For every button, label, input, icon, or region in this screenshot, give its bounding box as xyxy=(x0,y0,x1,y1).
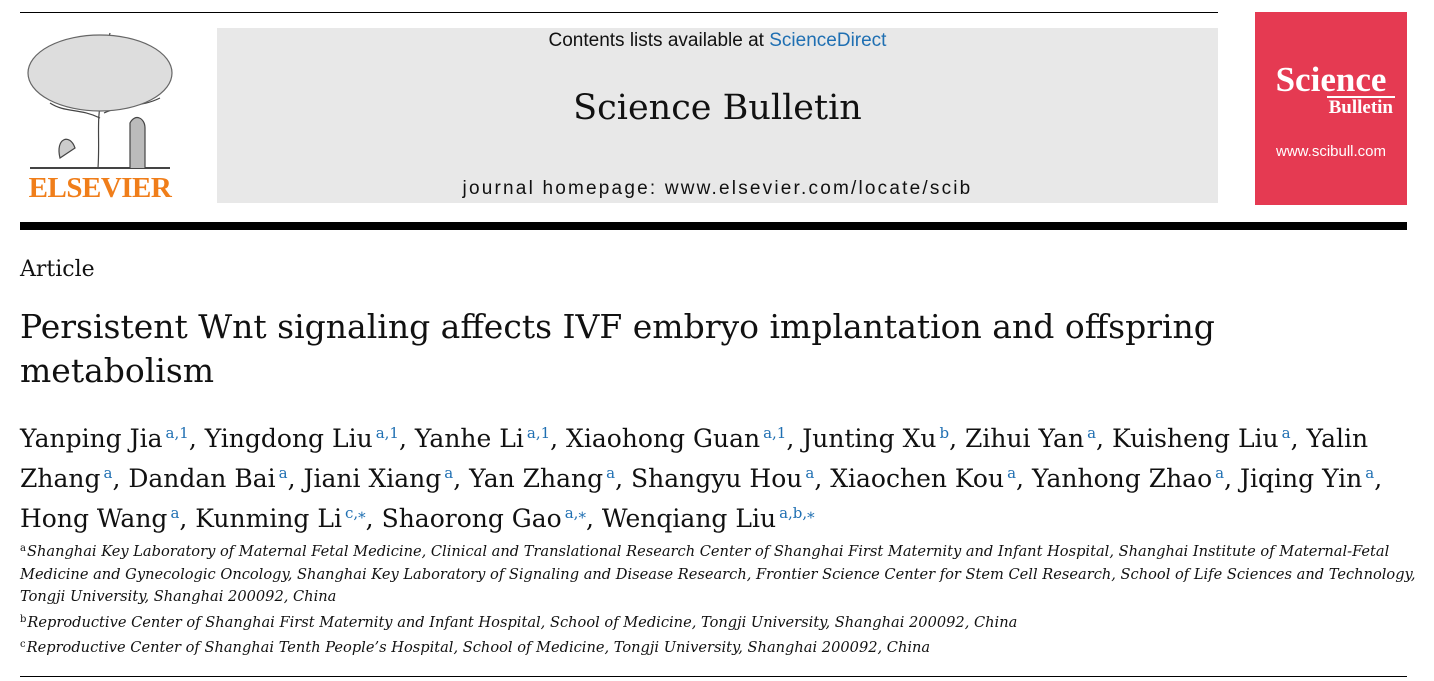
author: Hong Wang a xyxy=(20,504,195,533)
author-name: Dandan Bai xyxy=(128,464,276,493)
author-affiliation[interactable]: a xyxy=(1281,424,1291,442)
affiliation-text: Shanghai Key Laboratory of Maternal Feta… xyxy=(20,543,1416,605)
author-name: Yingdong Liu xyxy=(204,424,373,453)
publisher-logo xyxy=(27,32,173,169)
affiliation: bReproductive Center of Shanghai First M… xyxy=(20,609,1420,635)
author-affiliation[interactable]: a,b,⁎ xyxy=(779,504,815,522)
author-affiliation[interactable]: a,1 xyxy=(526,424,551,442)
author-affiliation[interactable]: a xyxy=(278,464,288,482)
author: Yanping Jia a,1 xyxy=(20,424,205,453)
affiliation: aShanghai Key Laboratory of Maternal Fet… xyxy=(20,538,1420,609)
cover-title: Bulletin xyxy=(1326,96,1395,118)
rule xyxy=(20,676,1407,677)
author-name: Junting Xu xyxy=(802,424,937,453)
author-name: Xiaohong Guan xyxy=(566,424,761,453)
author: Jiani Xiang a xyxy=(303,464,469,493)
author-name: Kunming Li xyxy=(195,504,342,533)
journal-homepage[interactable]: journal homepage: www.elsevier.com/locat… xyxy=(462,178,973,199)
author-name: Kuisheng Liu xyxy=(1111,424,1279,453)
affiliation: cReproductive Center of Shanghai Tenth P… xyxy=(20,634,1420,660)
affiliation-label: c xyxy=(20,639,26,650)
author-name: Wenqiang Liu xyxy=(601,504,777,533)
author-affiliation[interactable]: a xyxy=(444,464,454,482)
author: Yan Zhang a xyxy=(469,464,631,493)
author: Jiqing Yin a xyxy=(1240,464,1382,493)
affiliation-list: aShanghai Key Laboratory of Maternal Fet… xyxy=(20,538,1420,660)
author: Zihui Yan a xyxy=(965,424,1112,453)
author-affiliation[interactable]: a xyxy=(170,504,180,522)
author-affiliation[interactable]: a,1 xyxy=(375,424,399,442)
author-affiliation[interactable]: a,1 xyxy=(165,424,189,442)
affiliation-text: Reproductive Center of Shanghai Tenth Pe… xyxy=(26,639,931,656)
author: Dandan Bai a xyxy=(128,464,303,493)
author-affiliation[interactable]: a xyxy=(1215,464,1225,482)
author-name: Zihui Yan xyxy=(964,424,1085,453)
author: Xiaochen Kou a xyxy=(830,464,1032,493)
author: Yingdong Liu a,1 xyxy=(205,424,415,453)
author: Kuisheng Liu a xyxy=(1112,424,1307,453)
author: Shaorong Gao a,⁎ xyxy=(382,504,602,533)
author-affiliation[interactable]: a xyxy=(606,464,616,482)
author-affiliation[interactable]: a xyxy=(103,464,113,482)
author-affiliation[interactable]: a xyxy=(1365,464,1375,482)
author-name: Yanhe Li xyxy=(414,424,524,453)
journal-cover: Science Bulletin www.scibull.com xyxy=(1255,12,1407,205)
author-name: Jiqing Yin xyxy=(1240,464,1363,493)
author: Junting Xu b xyxy=(802,424,965,453)
author: Yanhong Zhao a xyxy=(1032,464,1240,493)
contents-line: Contents lists available at ScienceDirec… xyxy=(217,30,1218,52)
author-affiliation[interactable]: c,⁎ xyxy=(344,504,366,522)
masthead-box xyxy=(217,28,1218,203)
author-name: Yalin Zhang xyxy=(20,424,1369,493)
author: Wenqiang Liu a,b,⁎ xyxy=(602,504,815,533)
contents-prefix: Contents lists available at xyxy=(548,30,764,51)
author-name: Yan Zhang xyxy=(469,464,604,493)
cover-url[interactable]: www.scibull.com xyxy=(1275,143,1387,160)
affiliation-label: b xyxy=(20,613,27,625)
author-name: Xiaochen Kou xyxy=(830,464,1005,493)
rule xyxy=(20,12,1218,13)
journal-name: Science Bulletin xyxy=(573,88,862,128)
author-affiliation[interactable]: a,⁎ xyxy=(564,504,586,522)
affiliation-label: a xyxy=(20,543,26,554)
author-name: Yanhong Zhao xyxy=(1031,464,1213,493)
author: Yanhe Li a,1 xyxy=(415,424,566,453)
article-title: Persistent Wnt signaling affects IVF emb… xyxy=(20,307,1215,390)
author-affiliation[interactable]: b xyxy=(939,424,950,442)
author-affiliation[interactable]: a,1 xyxy=(763,424,787,442)
author: Shangyu Hou a xyxy=(631,464,830,493)
author: Kunming Li c,⁎ xyxy=(195,504,381,533)
author-name: Yanping Jia xyxy=(20,424,163,453)
contents-link[interactable]: ScienceDirect xyxy=(769,30,887,51)
article-type: Article xyxy=(20,257,95,282)
affiliation-text: Reproductive Center of Shanghai First Ma… xyxy=(27,613,1018,631)
cover-title: Science xyxy=(1275,60,1387,99)
author-affiliation[interactable]: a xyxy=(1007,464,1017,482)
author-name: Hong Wang xyxy=(20,504,168,533)
author: Xiaohong Guan a,1 xyxy=(566,424,802,453)
author-affiliation[interactable]: a xyxy=(1087,424,1097,442)
author-name: Shangyu Hou xyxy=(630,464,803,493)
author-name: Jiani Xiang xyxy=(303,464,442,493)
author-affiliation[interactable]: a xyxy=(805,464,815,482)
publisher: ELSEVIER xyxy=(28,172,172,204)
author-name: Shaorong Gao xyxy=(381,504,562,533)
rule xyxy=(20,222,1407,230)
